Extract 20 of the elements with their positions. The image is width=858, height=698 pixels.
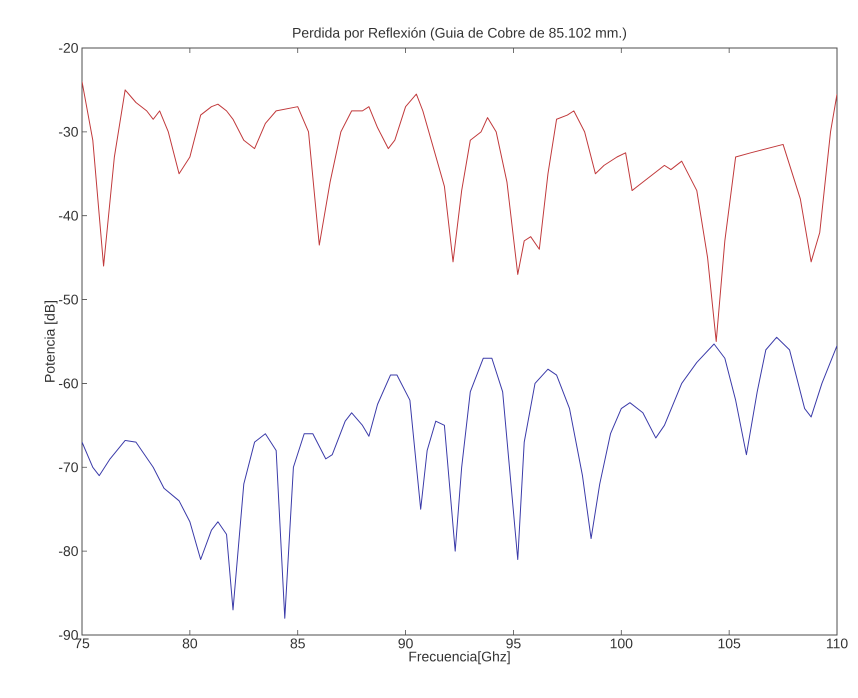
y-tick-label: -80 [58,546,78,556]
x-tick-label: 75 [74,638,90,648]
x-tick-label: 85 [290,638,305,648]
x-axis-title: Frecuencia[Ghz] [409,651,510,664]
x-tick-label: 90 [398,638,413,648]
x-tick-label: 100 [610,638,632,648]
x-tick-label: 95 [506,638,521,648]
y-tick-label: -90 [58,630,78,640]
y-tick-label: -20 [58,43,78,53]
y-tick-label: -50 [58,294,78,304]
chart-title: Perdida por Reflexión (Guia de Cobre de 85.102 mm.) [293,27,626,40]
y-tick-label: -30 [58,126,78,137]
x-tick-label: 110 [826,638,848,648]
y-axis-title: Potencia [dB] [44,301,58,382]
x-tick-label: 80 [182,638,198,648]
y-tick-label: -40 [58,210,78,221]
line-series [82,336,838,619]
y-tick-label: -60 [58,378,78,388]
x-tick-label: 105 [718,638,740,648]
y-tick-label: -70 [58,462,78,472]
